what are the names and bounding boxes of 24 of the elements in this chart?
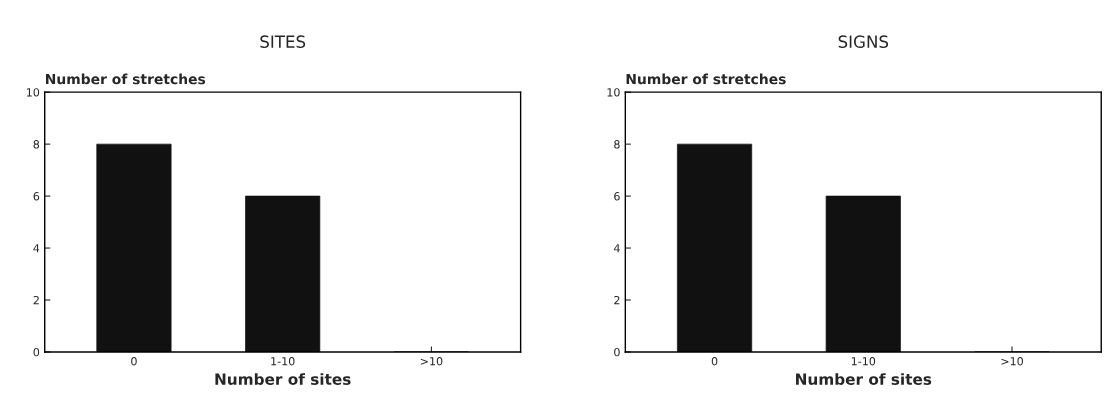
x-tick-label: 1-10 (271, 357, 295, 366)
y-axis-title: Number of stretches (46, 73, 206, 85)
x-axis-title: Number of sites (215, 373, 351, 385)
y-tick-label: 8 (614, 140, 620, 149)
y-tick-label: 4 (33, 244, 40, 253)
y-tick-label: 6 (33, 192, 40, 201)
y-tick-label: 0 (33, 347, 40, 357)
x-tick-label: >10 (1001, 357, 1023, 366)
y-tick-label: 6 (614, 192, 620, 201)
y-tick-label: 4 (613, 244, 620, 253)
x-tick-label: 1-10 (851, 357, 876, 366)
y-axis-title: Number of stretches (626, 73, 786, 85)
y-tick-label: 0 (614, 347, 620, 357)
x-tick-label: 0 (711, 357, 718, 366)
y-tick-label: 2 (33, 295, 39, 305)
chart-title: SIGNS (838, 35, 889, 48)
chart-title: SITES (260, 35, 306, 48)
y-tick-label: 8 (33, 140, 40, 149)
y-tick-label: 10 (26, 88, 40, 97)
y-tick-label: 10 (607, 88, 620, 97)
y-tick-label: 2 (614, 295, 620, 305)
x-tick-label: 0 (131, 357, 137, 366)
x-tick-label: >10 (420, 357, 443, 366)
x-axis-title: Number of sites (796, 373, 932, 385)
